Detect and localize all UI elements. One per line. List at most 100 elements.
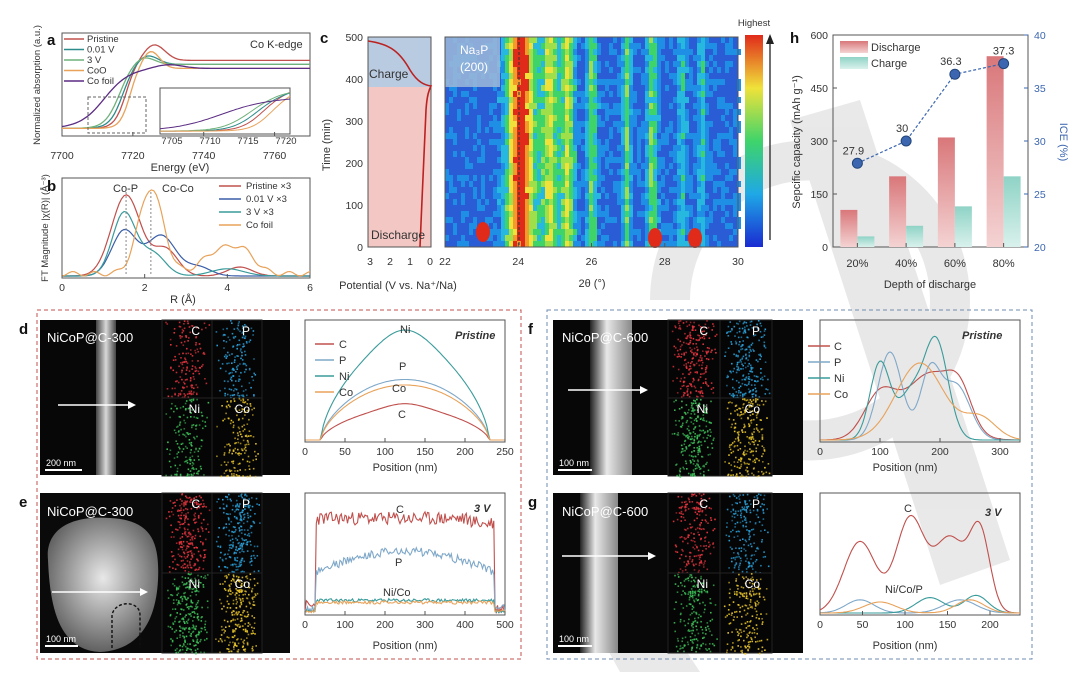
map-pixel [241,614,243,616]
map-pixel [174,388,176,390]
heat-cell [705,217,709,223]
map-pixel [240,571,242,573]
map-pixel [701,357,703,359]
map-pixel [220,583,222,585]
map-pixel [243,523,245,525]
map-pixel [241,511,243,513]
map-pixel [707,431,709,433]
map-label: Co [235,577,251,591]
heat-cell [621,37,625,43]
map-pixel [697,454,699,456]
map-pixel [193,391,195,393]
map-pixel [207,600,209,602]
heat-cell [621,67,625,73]
map-pixel [258,570,260,572]
x-tick-label: 30 [732,256,744,268]
map-pixel [699,466,701,468]
map-pixel [199,448,201,450]
heat-cell [657,103,661,109]
heat-cell [569,241,573,247]
map-pixel [184,519,186,521]
heat-cell [589,67,593,73]
heat-cell [621,139,625,145]
map-pixel [228,518,230,520]
heat-cell [705,145,709,151]
heat-cell [697,55,701,61]
map-pixel [234,642,236,644]
map-pixel [194,645,196,647]
panel-f-xlabel: Position (nm) [873,462,938,474]
map-pixel [190,349,192,351]
heat-cell [541,133,545,139]
map-pixel [699,339,701,341]
heat-cell [545,211,549,217]
heat-cell [477,121,481,127]
heat-cell [625,193,629,199]
map-pixel [183,344,185,346]
map-pixel [235,549,237,551]
heat-cell [529,61,533,67]
heat-cell [649,85,653,91]
heat-cell [513,73,517,79]
heat-cell [513,97,517,103]
heat-cell [717,67,721,73]
heat-cell [513,217,517,223]
map-pixel [216,501,218,503]
heat-cell [721,205,725,211]
map-pixel [728,567,730,569]
map-pixel [188,391,190,393]
map-pixel [249,602,251,604]
map-pixel [684,529,686,531]
map-pixel [695,343,697,345]
heat-cell [665,67,669,73]
map-pixel [246,342,248,344]
map-pixel [681,452,683,454]
map-pixel [764,529,766,531]
map-pixel [224,508,226,510]
map-pixel [196,641,198,643]
heat-cell [581,121,585,127]
map-pixel [196,399,198,401]
map-pixel [237,392,239,394]
map-pixel [691,495,693,497]
heat-cell [597,49,601,55]
map-pixel [185,353,187,355]
heat-cell [561,43,565,49]
map-pixel [740,558,742,560]
map-pixel [188,337,190,339]
heat-cell [529,109,533,115]
heat-cell [473,175,477,181]
heat-cell [529,211,533,217]
heat-cell [505,121,509,127]
map-pixel [758,471,760,473]
heat-cell [525,97,529,103]
heat-cell [481,187,485,193]
map-pixel [735,423,737,425]
map-pixel [705,378,707,380]
heat-cell [637,43,641,49]
heat-cell [681,115,685,121]
map-pixel [185,379,187,381]
heat-cell [509,115,513,121]
map-pixel [764,330,766,332]
map-pixel [692,442,694,444]
heat-cell [549,103,553,109]
map-pixel [754,459,756,461]
map-pixel [201,412,203,414]
heat-cell [633,121,637,127]
map-pixel [764,346,766,348]
heat-cell [465,109,469,115]
map-pixel [697,461,699,463]
heat-cell [525,181,529,187]
map-pixel [194,608,196,610]
map-pixel [227,567,229,569]
map-pixel [200,497,202,499]
map-pixel [251,627,253,629]
heat-cell [661,55,665,61]
heat-cell [661,223,665,229]
map-pixel [693,378,695,380]
map-pixel [193,387,195,389]
heat-cell [585,235,589,241]
panel-b-legend: Pristine ×30.01 V ×33 V ×3Co foil [219,181,291,231]
ice-point [950,69,960,79]
